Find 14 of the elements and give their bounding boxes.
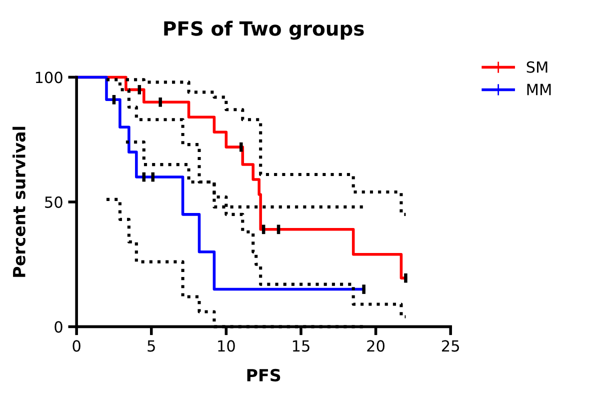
x-tick-label: 10 [218, 340, 235, 352]
x-tick-label: 0 [72, 340, 80, 352]
y-axis-title: Percent survival [12, 126, 26, 277]
y-tick-label: 50 [45, 196, 62, 208]
x-tick-label: 5 [148, 340, 155, 352]
x-tick-label: 20 [367, 340, 384, 352]
x-axis-title: PFS [247, 368, 280, 382]
chart-title: PFS of Two groups [164, 20, 364, 40]
y-tick-label: 0 [54, 321, 62, 333]
y-tick-label: 100 [36, 72, 62, 84]
legend-label: SM [526, 61, 548, 73]
x-tick-label: 15 [292, 340, 310, 352]
x-tick-label: 25 [442, 340, 459, 352]
legend-label: MM [527, 84, 551, 96]
